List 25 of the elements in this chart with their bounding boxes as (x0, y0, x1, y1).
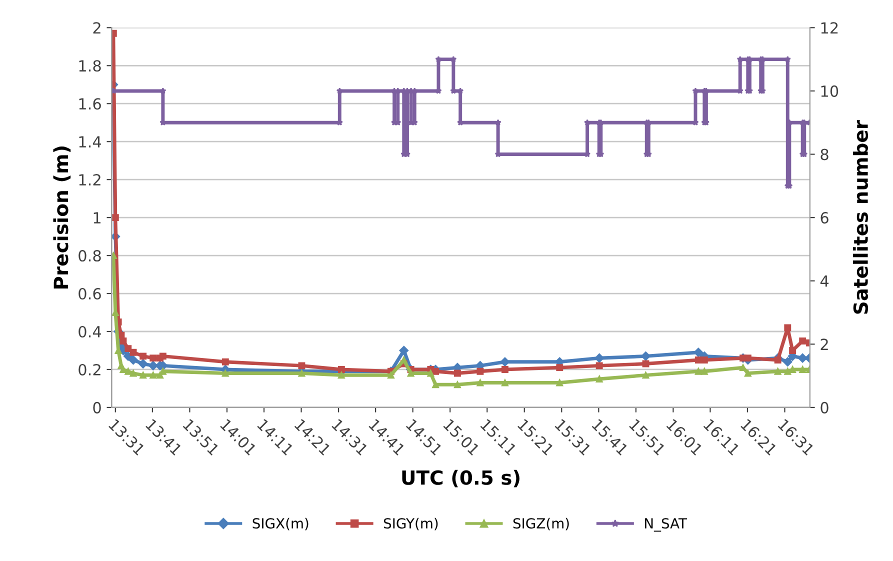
y2-tick-label: 4 (820, 276, 829, 287)
y-tick-label: 0 (93, 402, 101, 414)
y-tick-label: 1.6 (79, 98, 101, 110)
legend-label: N_SAT (645, 518, 688, 532)
y2-axis-title: Satellites number (853, 120, 868, 314)
y2-tick-label: 12 (821, 22, 838, 34)
x-axis-title: UTC (0.5 s) (402, 470, 520, 488)
y-axis-title: Precision (m) (53, 146, 71, 288)
y-tick-label: 0.4 (78, 326, 102, 338)
legend-label: SIGX(m) (252, 518, 308, 530)
y2-tick-label: 0 (820, 402, 828, 414)
y-tick-label: 1.4 (79, 136, 102, 148)
legend-label: SIGZ(m) (513, 518, 569, 530)
y-tick-label: 1.8 (79, 60, 101, 72)
y2-tick-label: 2 (820, 338, 828, 350)
y-tick-label: 0.2 (78, 364, 100, 376)
y-tick-label: 0.8 (78, 250, 101, 262)
y2-tick-label: 10 (821, 85, 838, 97)
y2-tick-label: 8 (820, 148, 828, 160)
y2-tick-label: 6 (820, 212, 828, 224)
y-tick-label: 2 (93, 22, 100, 34)
y-tick-label: 1.2 (79, 174, 100, 186)
legend-label: SIGY(m) (384, 518, 438, 530)
y-tick-label: 1 (94, 212, 100, 224)
y-tick-label: 0.6 (78, 288, 101, 300)
